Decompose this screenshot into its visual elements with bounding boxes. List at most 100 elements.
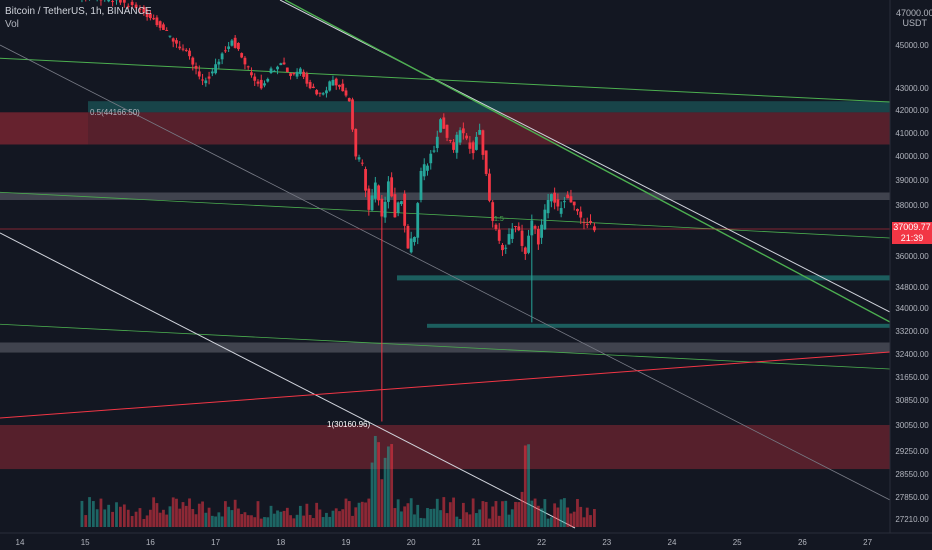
volume-bar — [478, 509, 482, 527]
candle — [217, 58, 221, 69]
candle — [168, 35, 172, 39]
volume-bar — [501, 501, 504, 527]
candle-body — [243, 57, 247, 65]
volume-indicator-label[interactable]: Vol — [5, 19, 19, 30]
volume-bar — [230, 510, 234, 527]
candle-body — [510, 228, 514, 239]
candle — [276, 65, 279, 75]
candle — [338, 84, 341, 90]
price-tick-label: 43000.00 — [895, 84, 929, 93]
candle-body — [504, 247, 508, 249]
volume-bar — [461, 502, 465, 527]
volume-bar — [162, 509, 165, 527]
volume-bar — [442, 497, 446, 527]
candle — [263, 80, 266, 88]
volume-bar — [354, 507, 358, 527]
candle — [566, 191, 570, 199]
time-tick-label: 20 — [407, 538, 416, 547]
candle — [530, 214, 534, 323]
candle-body — [269, 68, 273, 74]
candle-body — [377, 185, 380, 201]
candle-body — [308, 82, 312, 89]
candle — [360, 159, 364, 166]
volume-bar — [432, 508, 436, 527]
candle — [85, 0, 87, 2]
candle-body — [158, 21, 162, 28]
trendline-green-lower — [0, 323, 891, 370]
volume-bar — [377, 442, 380, 527]
volume-bar — [197, 503, 201, 527]
candle-body — [536, 229, 540, 245]
volume-bar — [481, 501, 485, 527]
volume-bar — [325, 512, 328, 527]
candle-body — [149, 13, 152, 19]
volume-bar — [344, 498, 348, 527]
candle-body — [455, 134, 459, 153]
candle-body — [357, 157, 361, 160]
candle — [318, 92, 322, 97]
candle — [439, 117, 442, 133]
candle — [373, 176, 377, 203]
volume-bar — [312, 518, 315, 527]
candle-body — [134, 4, 138, 8]
current-price-value: 37009.77 — [893, 222, 931, 233]
volume-bar — [246, 515, 250, 527]
volume-bar — [122, 504, 126, 527]
candle — [478, 123, 482, 135]
volume-bar — [536, 505, 540, 527]
candle — [175, 37, 178, 48]
candle-body — [501, 244, 504, 251]
candle-body — [155, 17, 159, 26]
volume-bar — [468, 514, 472, 527]
volume-bar — [507, 514, 511, 527]
candle — [305, 71, 309, 87]
volume-bar — [439, 510, 442, 527]
candle — [501, 243, 504, 256]
candle-body — [240, 53, 244, 58]
candle-body — [527, 235, 530, 253]
axis-top-label: 47000.00 — [896, 8, 932, 18]
time-tick-label: 19 — [342, 538, 351, 547]
price-tick-label: 45000.00 — [895, 41, 929, 50]
volume-bar — [233, 499, 237, 527]
candle — [536, 225, 540, 250]
candle-body — [344, 90, 348, 96]
time-tick-labels: 14 15 16 17 18 19 20 21 22 23 24 25 26 27 — [16, 538, 873, 547]
candle-body — [409, 238, 413, 253]
candle-body — [566, 194, 570, 199]
candle-body — [210, 71, 214, 74]
volume-bar — [305, 503, 309, 527]
volume-bar — [130, 516, 134, 527]
volume-bar — [380, 479, 384, 527]
candle — [243, 55, 247, 70]
candle — [122, 0, 126, 8]
candle-body — [579, 211, 583, 218]
candle-body — [295, 71, 299, 77]
volume-bar — [214, 516, 217, 527]
candle-body — [256, 81, 260, 84]
candle — [364, 166, 367, 198]
candle — [589, 214, 592, 225]
price-tick-label: 32400.00 — [895, 350, 929, 359]
candle-body — [390, 177, 394, 197]
candle — [435, 130, 439, 153]
volume-bar — [328, 516, 332, 527]
fib-half-label: 0.5(44166.50) — [90, 108, 140, 117]
candle — [593, 222, 596, 233]
candle — [484, 150, 488, 177]
volume-bar — [484, 501, 488, 527]
candle-body — [543, 209, 547, 230]
volume-bar — [220, 516, 224, 527]
volume-bar — [445, 513, 449, 527]
symbol-title[interactable]: Bitcoin / TetherUS, 1h, BINANCE — [5, 6, 152, 17]
candle — [377, 184, 380, 206]
candle — [308, 79, 312, 90]
volume-bar — [263, 517, 266, 527]
candle — [347, 97, 351, 102]
candle — [576, 208, 579, 215]
volume-bar — [465, 512, 469, 527]
volume-bar — [520, 491, 524, 527]
volume-bar — [347, 501, 351, 527]
volume-bar — [517, 502, 521, 527]
